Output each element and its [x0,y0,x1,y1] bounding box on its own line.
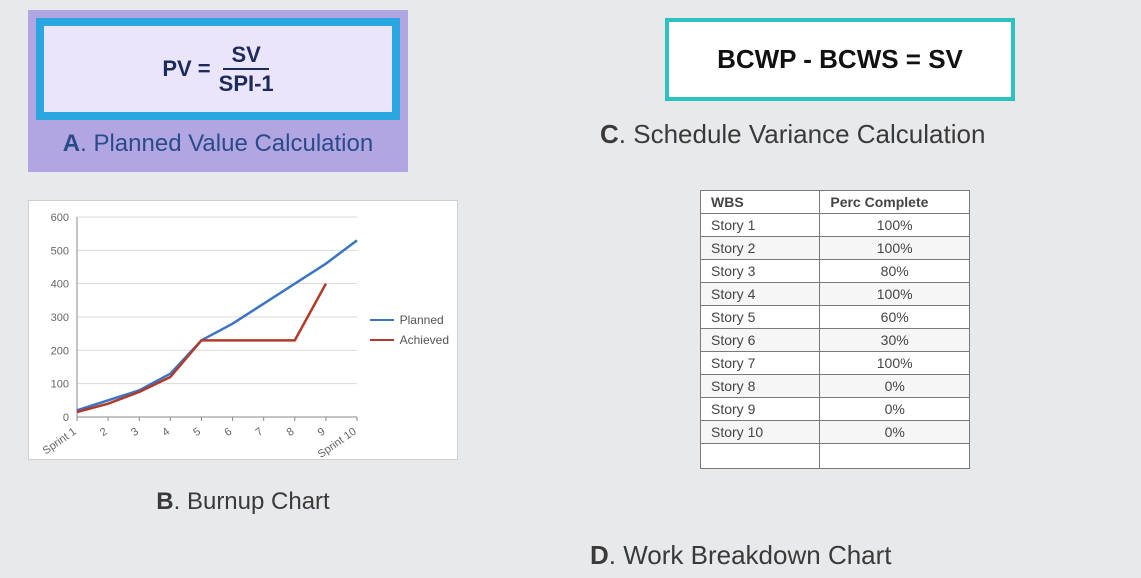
formula-a-numerator: SV [223,43,268,70]
wbs-cell-percent: 0% [820,375,970,398]
svg-text:0: 0 [63,412,69,424]
burnup-chart: 0100200300400500600Sprint 123456789Sprin… [28,200,458,460]
table-row: Story 380% [701,260,970,283]
formula-c-text: BCWP - BCWS = SV [717,44,963,74]
wbs-cell-percent: 100% [820,214,970,237]
wbs-col-1: Perc Complete [820,191,970,214]
wbs-cell-name: Story 9 [701,398,820,421]
chart-legend: Planned Achieved [370,313,449,353]
formula-a-fraction: SV SPI-1 [219,43,274,95]
legend-row-achieved: Achieved [370,333,449,347]
svg-text:400: 400 [51,279,69,291]
formula-c-box: BCWP - BCWS = SV [665,18,1015,101]
svg-text:6: 6 [222,426,234,439]
wbs-cell-name: Story 2 [701,237,820,260]
table-row: Story 4100% [701,283,970,306]
caption-a-letter: A [63,130,80,157]
table-row: Story 630% [701,329,970,352]
formula-a-lhs: PV = [162,56,210,82]
wbs-cell-percent: 0% [820,398,970,421]
caption-c-text: . Schedule Variance Calculation [619,119,986,149]
wbs-cell-blank [701,444,820,469]
svg-text:8: 8 [285,426,297,439]
wbs-cell-percent: 80% [820,260,970,283]
svg-text:500: 500 [51,245,69,257]
wbs-cell-percent: 100% [820,352,970,375]
table-row: Story 7100% [701,352,970,375]
wbs-cell-percent: 100% [820,283,970,306]
panel-d: WBS Perc Complete Story 1100%Story 2100%… [700,190,980,469]
wbs-cell-name: Story 5 [701,306,820,329]
svg-text:9: 9 [316,426,328,439]
caption-a: A. Planned Value Calculation [36,130,400,158]
legend-row-planned: Planned [370,313,449,327]
table-row: Story 1100% [701,214,970,237]
caption-a-text: . Planned Value Calculation [80,130,373,157]
wbs-header-row: WBS Perc Complete [701,191,970,214]
caption-d-letter: D [590,540,609,570]
panel-b: 0100200300400500600Sprint 123456789Sprin… [28,200,458,516]
svg-text:100: 100 [51,379,69,391]
wbs-cell-blank [820,444,970,469]
wbs-table: WBS Perc Complete Story 1100%Story 2100%… [700,190,970,469]
table-row: Story 80% [701,375,970,398]
svg-text:3: 3 [129,426,141,439]
svg-text:600: 600 [51,212,69,224]
table-row: Story 560% [701,306,970,329]
wbs-cell-name: Story 6 [701,329,820,352]
svg-text:300: 300 [51,312,69,324]
caption-c: C. Schedule Variance Calculation [590,119,1090,150]
svg-text:7: 7 [253,426,265,439]
wbs-cell-percent: 100% [820,237,970,260]
wbs-cell-name: Story 4 [701,283,820,306]
wbs-cell-percent: 30% [820,329,970,352]
wbs-cell-name: Story 10 [701,421,820,444]
panel-a: PV = SV SPI-1 A. Planned Value Calculati… [28,10,408,172]
caption-d: D. Work Breakdown Chart [590,540,892,571]
svg-text:2: 2 [98,426,110,439]
panel-c: BCWP - BCWS = SV C. Schedule Variance Ca… [590,18,1090,150]
caption-b-text: . Burnup Chart [174,488,330,515]
caption-b-letter: B [156,488,173,515]
svg-text:4: 4 [160,426,172,439]
formula-a-denominator: SPI-1 [219,70,274,95]
svg-text:5: 5 [191,426,203,439]
wbs-cell-name: Story 3 [701,260,820,283]
wbs-cell-name: Story 8 [701,375,820,398]
table-row: Story 90% [701,398,970,421]
wbs-cell-percent: 0% [820,421,970,444]
legend-planned-swatch [370,319,394,321]
caption-b: B. Burnup Chart [28,488,458,516]
wbs-cell-name: Story 1 [701,214,820,237]
svg-text:Sprint 1: Sprint 1 [41,426,79,458]
page-root: PV = SV SPI-1 A. Planned Value Calculati… [0,0,1141,578]
formula-a-content: PV = SV SPI-1 [162,43,273,95]
formula-a-box: PV = SV SPI-1 [36,18,400,120]
legend-achieved-label: Achieved [400,333,449,347]
table-row-blank [701,444,970,469]
svg-text:200: 200 [51,345,69,357]
wbs-cell-name: Story 7 [701,352,820,375]
legend-achieved-swatch [370,339,394,341]
caption-d-text: . Work Breakdown Chart [609,540,892,570]
wbs-cell-percent: 60% [820,306,970,329]
caption-c-letter: C [600,119,619,149]
table-row: Story 100% [701,421,970,444]
table-row: Story 2100% [701,237,970,260]
wbs-col-0: WBS [701,191,820,214]
legend-planned-label: Planned [400,313,444,327]
